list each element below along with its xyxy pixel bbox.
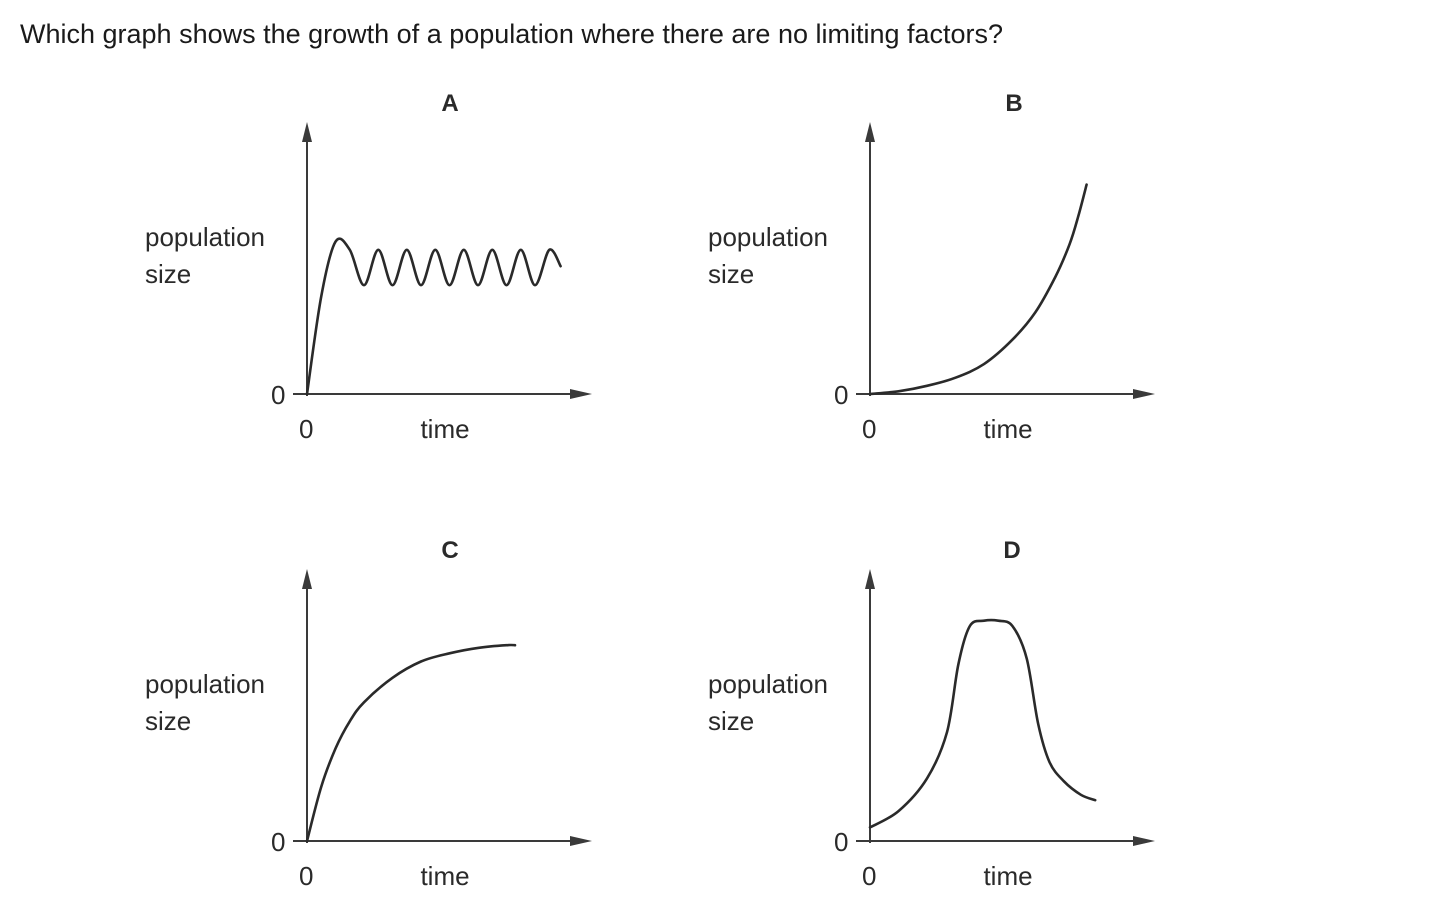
graph-d-x-origin-label: 0 <box>862 861 876 891</box>
graph-d-ylabel-line-2: size <box>708 706 754 736</box>
graph-d-title: D <box>1003 537 1020 564</box>
graph-b-curve <box>868 183 1088 396</box>
graph-b-y-origin-label: 0 <box>834 380 848 410</box>
graph-c-y-origin-label: 0 <box>271 827 285 857</box>
graph-a-ylabel-line-1: population <box>145 222 265 252</box>
graph-b-ylabel-line-2: size <box>708 259 754 289</box>
graph-d-y-arrow <box>865 569 875 589</box>
graph-a-x-origin-label: 0 <box>299 414 313 444</box>
graph-d-xlabel: time <box>983 861 1032 891</box>
graph-c-x-arrow <box>570 836 592 846</box>
graph-c-ylabel-line-2: size <box>145 706 191 736</box>
graph-a-xlabel: time <box>420 414 469 444</box>
graph-b-ylabel-line-1: population <box>708 222 828 252</box>
graph-b-x-arrow <box>1133 389 1155 399</box>
graph-b-xlabel: time <box>983 414 1032 444</box>
graph-a-title: A <box>441 90 458 117</box>
graph-b: B 00 time population size <box>708 90 1155 444</box>
graph-a-y-origin-label: 0 <box>271 380 285 410</box>
graph-a: A 00 time population size <box>145 90 592 444</box>
graph-c-curve <box>305 643 517 843</box>
graph-c-x-origin-label: 0 <box>299 861 313 891</box>
graph-a-x-arrow <box>570 389 592 399</box>
graph-c-title: C <box>441 537 458 564</box>
graph-a-ylabel-line-2: size <box>145 259 191 289</box>
graph-d-x-arrow <box>1133 836 1155 846</box>
graph-b-x-origin-label: 0 <box>862 414 876 444</box>
graph-d-y-origin-label: 0 <box>834 827 848 857</box>
graph-d: D 00 time population size <box>708 537 1155 891</box>
graph-c: C 00 time population size <box>145 537 592 891</box>
graph-c-ylabel-line-1: population <box>145 669 265 699</box>
graph-b-y-arrow <box>865 122 875 142</box>
graph-d-curve <box>868 618 1097 829</box>
graph-b-title: B <box>1005 90 1022 117</box>
graph-a-curve <box>305 237 562 396</box>
graph-c-xlabel: time <box>420 861 469 891</box>
graph-d-ylabel-line-1: population <box>708 669 828 699</box>
graph-c-y-arrow <box>302 569 312 589</box>
graph-a-y-arrow <box>302 122 312 142</box>
question-text: Which graph shows the growth of a popula… <box>20 19 1004 49</box>
